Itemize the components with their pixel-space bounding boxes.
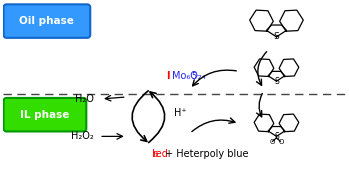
Text: O: O <box>269 139 275 145</box>
Text: H⁺: H⁺ <box>174 108 187 118</box>
Text: S: S <box>274 32 279 41</box>
Text: S: S <box>274 77 279 86</box>
Text: S: S <box>274 132 279 141</box>
Text: Oil phase: Oil phase <box>20 16 74 26</box>
Text: I₂: I₂ <box>152 149 159 159</box>
FancyBboxPatch shape <box>3 4 90 38</box>
Text: O: O <box>278 139 283 145</box>
Text: H₂O: H₂O <box>75 94 94 104</box>
Text: Mo₆O₂₄: Mo₆O₂₄ <box>172 71 206 81</box>
Text: red: red <box>152 149 168 159</box>
Text: I: I <box>166 71 170 81</box>
Text: IL phase: IL phase <box>20 110 69 120</box>
Text: H₂O₂: H₂O₂ <box>72 131 94 141</box>
FancyBboxPatch shape <box>3 98 86 131</box>
Text: 5⁻: 5⁻ <box>192 72 201 81</box>
Text: + Heterpoly blue: + Heterpoly blue <box>162 149 249 159</box>
